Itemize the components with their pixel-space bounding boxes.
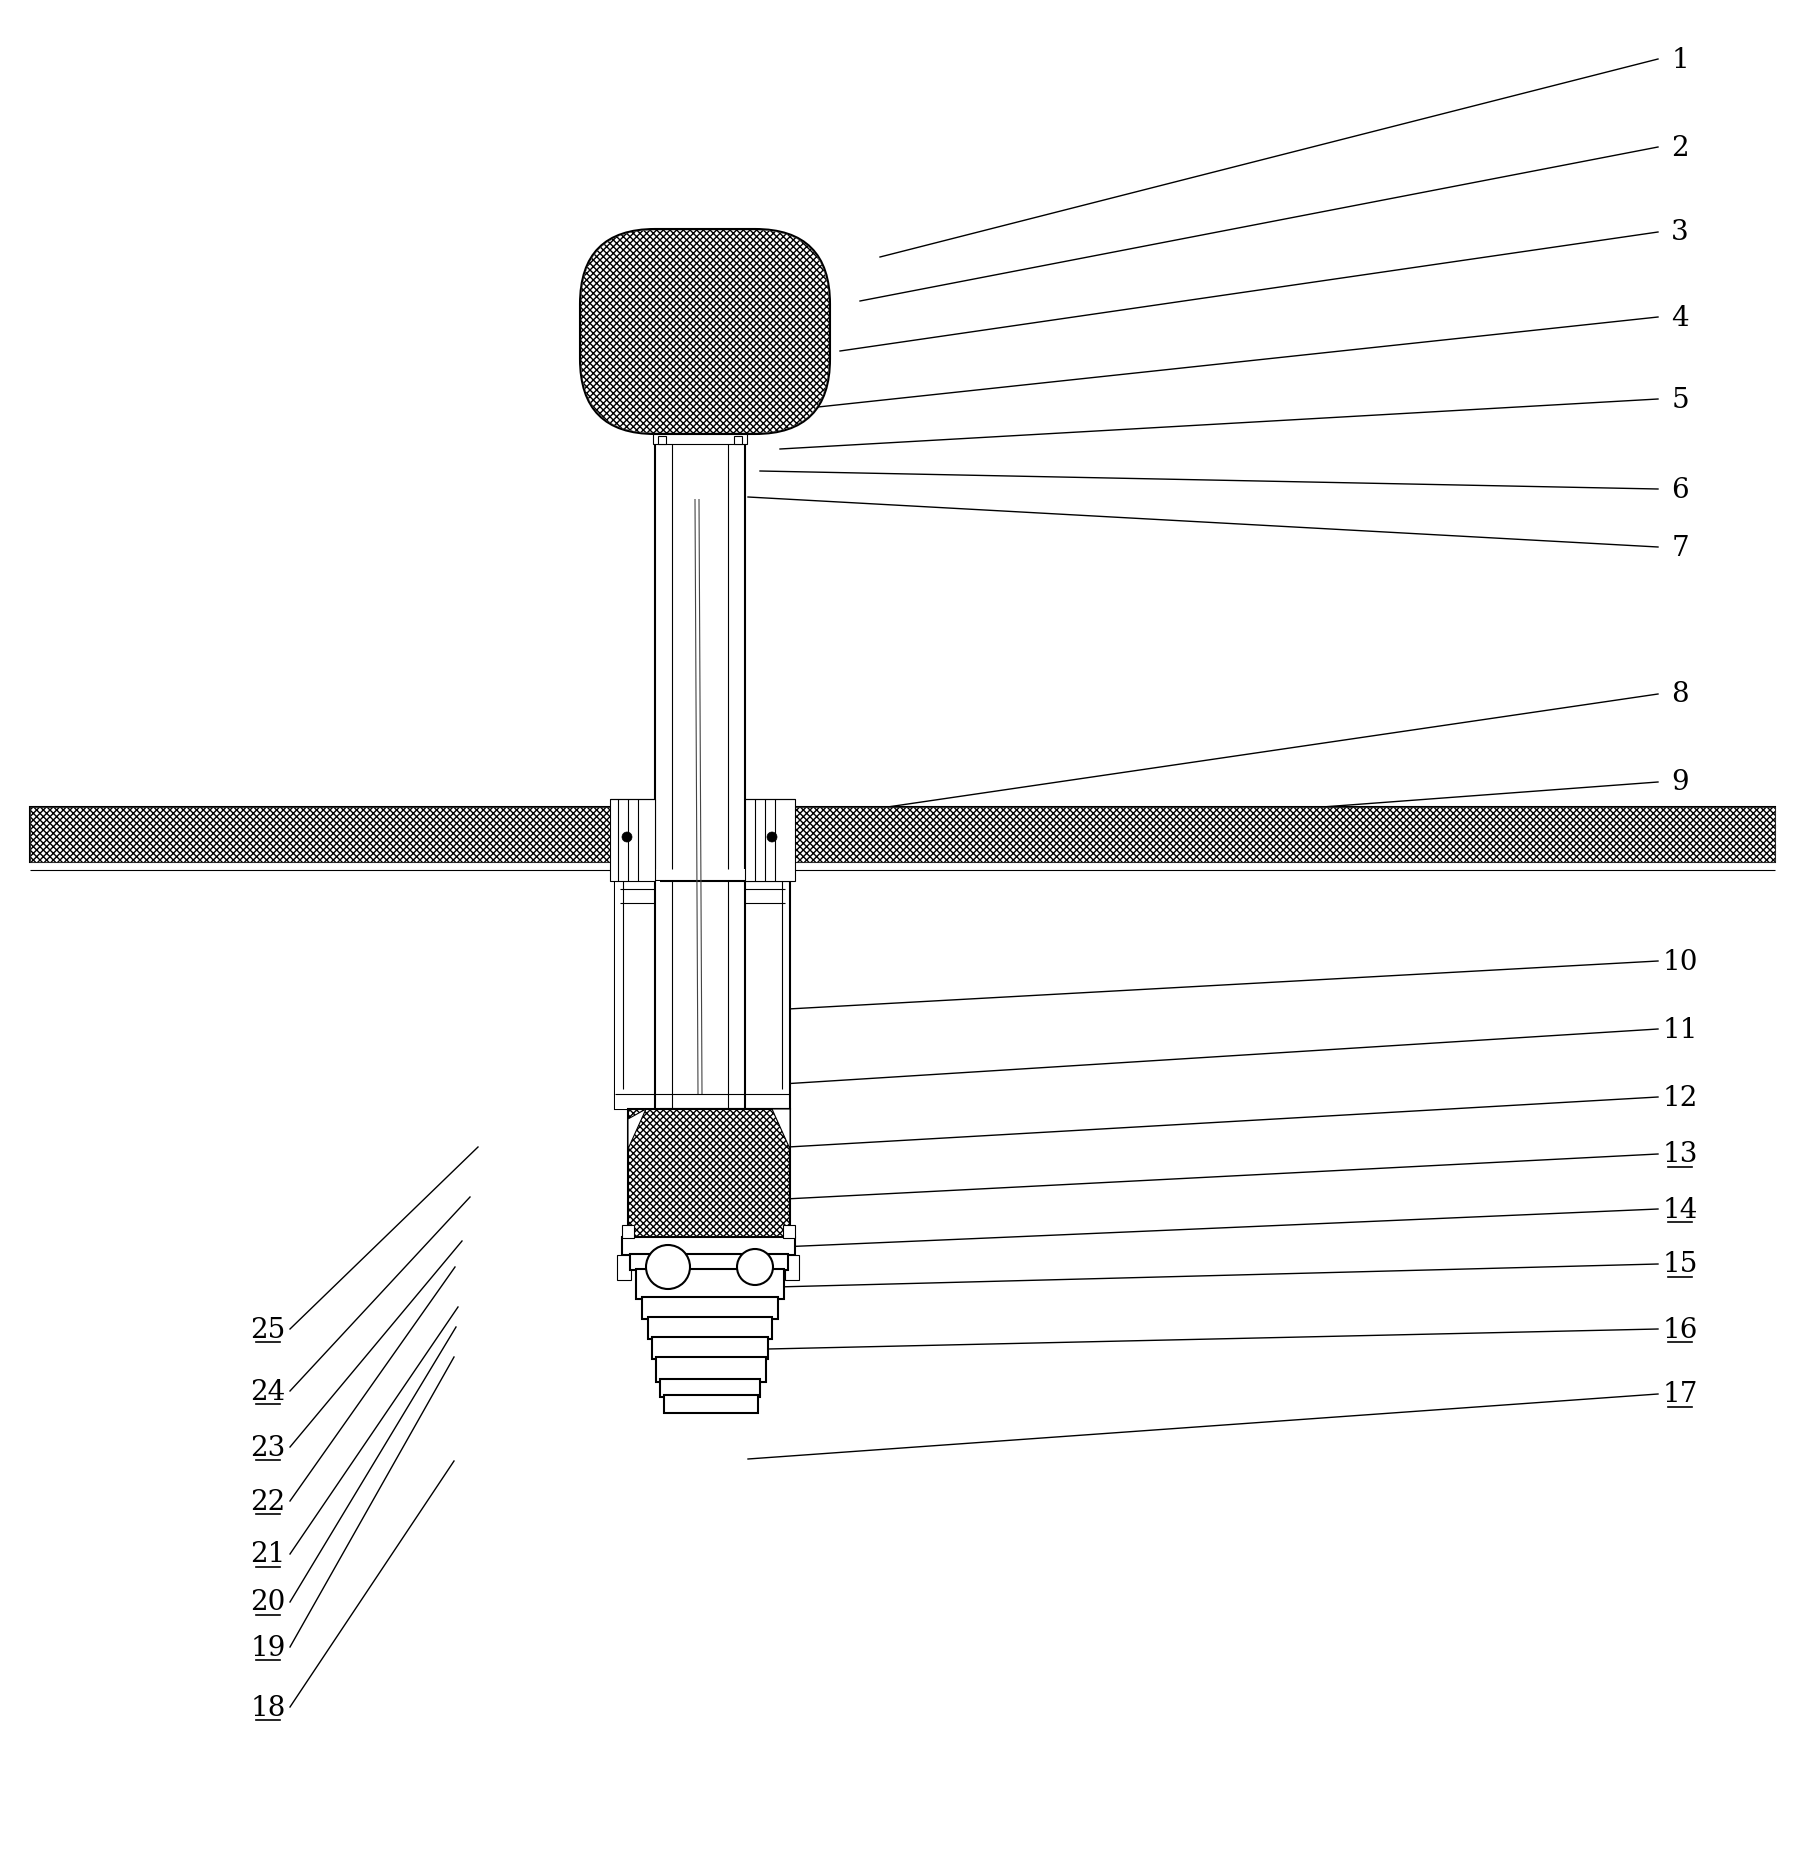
- Text: 18: 18: [251, 1694, 285, 1720]
- Bar: [659, 436, 666, 445]
- Text: 14: 14: [1662, 1197, 1699, 1223]
- Bar: [648, 1318, 773, 1338]
- Text: 3: 3: [1671, 220, 1689, 246]
- Bar: [745, 800, 794, 882]
- Text: 15: 15: [1662, 1251, 1699, 1279]
- Bar: [655, 1357, 765, 1383]
- Polygon shape: [628, 1109, 646, 1150]
- Bar: [661, 1379, 760, 1398]
- Text: 6: 6: [1671, 475, 1689, 503]
- Text: 4: 4: [1671, 304, 1689, 332]
- Text: 23: 23: [251, 1433, 285, 1461]
- Bar: [652, 1336, 767, 1359]
- Text: 25: 25: [251, 1316, 285, 1342]
- Text: 20: 20: [251, 1588, 285, 1616]
- Text: 24: 24: [251, 1377, 285, 1405]
- FancyBboxPatch shape: [581, 231, 828, 434]
- Text: 7: 7: [1671, 535, 1689, 561]
- Text: 2: 2: [1671, 134, 1689, 162]
- Text: 16: 16: [1662, 1316, 1699, 1342]
- Bar: [794, 807, 1774, 863]
- Circle shape: [736, 1249, 773, 1286]
- Text: 21: 21: [251, 1542, 285, 1568]
- Text: 19: 19: [251, 1633, 285, 1661]
- Text: 8: 8: [1671, 680, 1689, 708]
- Bar: [655, 434, 745, 869]
- Bar: [794, 807, 1774, 863]
- Text: 10: 10: [1662, 949, 1699, 975]
- Bar: [610, 800, 655, 882]
- Bar: [653, 434, 747, 445]
- Bar: [635, 1269, 783, 1299]
- FancyBboxPatch shape: [579, 229, 830, 434]
- Bar: [31, 807, 616, 863]
- Bar: [785, 1254, 800, 1281]
- Circle shape: [623, 833, 632, 843]
- Text: 13: 13: [1662, 1141, 1699, 1169]
- Bar: [40, 882, 79, 1109]
- Bar: [643, 1297, 778, 1320]
- Polygon shape: [773, 1109, 791, 1150]
- Bar: [31, 807, 616, 863]
- Circle shape: [767, 833, 776, 843]
- Bar: [735, 436, 742, 445]
- Bar: [623, 1225, 634, 1238]
- Text: 11: 11: [1662, 1016, 1699, 1044]
- Bar: [616, 882, 791, 1109]
- Text: 9: 9: [1671, 770, 1689, 796]
- Text: 12: 12: [1662, 1085, 1699, 1111]
- Bar: [617, 1254, 632, 1281]
- Text: 17: 17: [1662, 1381, 1699, 1407]
- Bar: [664, 1396, 758, 1413]
- Bar: [628, 1109, 791, 1240]
- Text: 22: 22: [251, 1487, 285, 1515]
- Bar: [616, 882, 661, 1109]
- Text: 5: 5: [1671, 386, 1689, 414]
- Bar: [783, 1225, 794, 1238]
- Bar: [623, 1238, 794, 1254]
- Text: 1: 1: [1671, 47, 1689, 73]
- Bar: [630, 1254, 789, 1271]
- Circle shape: [646, 1245, 690, 1290]
